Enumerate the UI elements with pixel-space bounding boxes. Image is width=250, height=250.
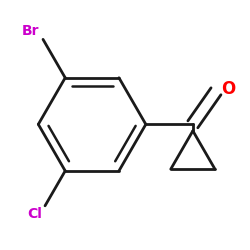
Text: Cl: Cl [28, 207, 42, 221]
Text: O: O [221, 80, 236, 98]
Text: Br: Br [22, 24, 39, 38]
